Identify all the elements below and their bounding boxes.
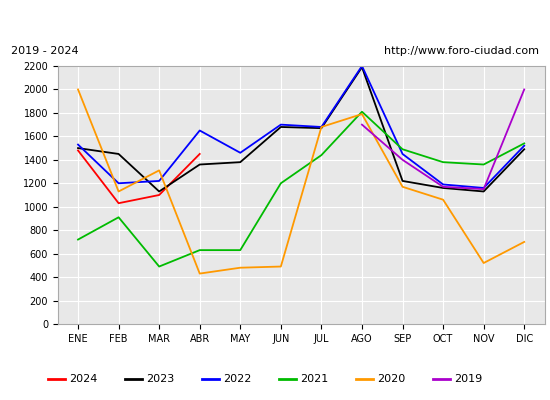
Text: http://www.foro-ciudad.com: http://www.foro-ciudad.com <box>384 46 539 56</box>
Text: 2019 - 2024: 2019 - 2024 <box>11 46 79 56</box>
Text: 2019: 2019 <box>454 374 482 384</box>
Text: 2024: 2024 <box>69 374 97 384</box>
Text: 2023: 2023 <box>146 374 174 384</box>
Text: 2021: 2021 <box>300 374 328 384</box>
Text: Evolucion Nº Turistas Nacionales en el municipio de Cumbres Mayores: Evolucion Nº Turistas Nacionales en el m… <box>12 12 538 26</box>
Text: 2022: 2022 <box>223 374 251 384</box>
Text: 2020: 2020 <box>377 374 405 384</box>
